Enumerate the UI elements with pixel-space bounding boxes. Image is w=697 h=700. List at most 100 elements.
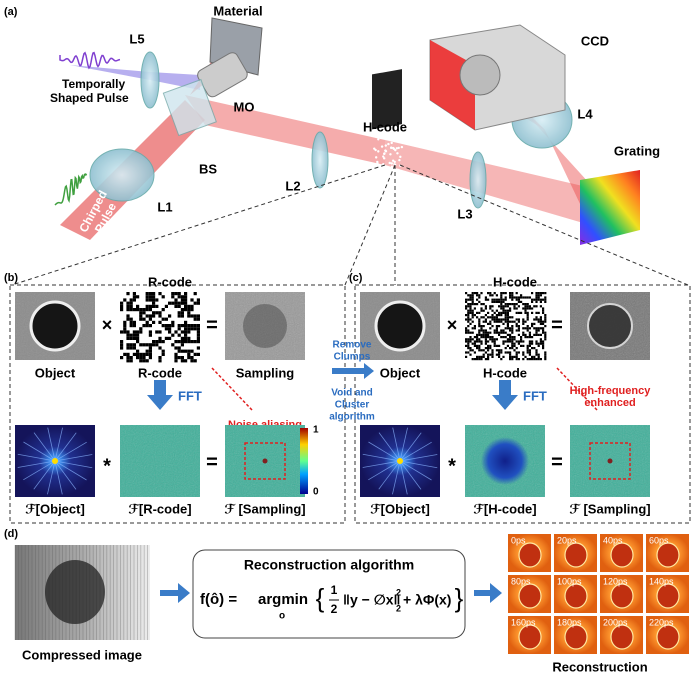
code-cell: [489, 322, 492, 325]
code-cell: [471, 303, 474, 306]
code-cell: [495, 327, 498, 330]
code-cell: [469, 338, 472, 341]
code-cell: [473, 336, 476, 339]
code-cell: [537, 296, 540, 299]
code-cell: [526, 336, 529, 339]
label: Object: [35, 365, 76, 380]
code-cell: [522, 296, 525, 299]
code-cell: [126, 314, 130, 318]
code-cell: [502, 336, 505, 339]
code-cell: [465, 314, 468, 317]
label: Cluster: [335, 400, 370, 411]
mask-dot: [390, 165, 394, 168]
code-cell: [524, 311, 527, 314]
code-cell: [506, 320, 509, 323]
code-cell: [476, 344, 479, 347]
code-cell: [489, 336, 492, 339]
code-cell: [171, 320, 175, 324]
code-cell: [487, 311, 490, 314]
code-cell: [480, 309, 483, 312]
code-cell: [467, 318, 470, 321]
label: L2: [285, 178, 300, 193]
code-cell: [152, 320, 156, 324]
code-cell: [515, 311, 518, 314]
code-cell: [544, 320, 547, 323]
code-cell: [511, 320, 514, 323]
beam: [185, 95, 385, 165]
code-cell: [478, 331, 481, 334]
beam-splitter: [162, 78, 217, 137]
code-cell: [158, 356, 162, 360]
code-cell: [517, 340, 520, 343]
label: 20ps: [557, 535, 577, 545]
code-cell: [515, 303, 518, 306]
code-cell: [471, 331, 474, 334]
mask-dot: [391, 168, 395, 172]
code-cell: [517, 300, 520, 303]
code-cell: [511, 292, 514, 295]
code-cell: [465, 355, 468, 358]
label: R-code: [138, 365, 182, 380]
code-cell: [495, 314, 498, 317]
code-cell: [132, 343, 136, 347]
code-cell: [184, 340, 188, 344]
void: [374, 300, 426, 352]
mask-dot: [386, 171, 390, 175]
label: 140ps: [649, 576, 674, 586]
code-cell: [491, 355, 494, 358]
code-cell: [177, 292, 181, 296]
code-cell: [476, 336, 479, 339]
code-cell: [471, 327, 474, 330]
frame-void: [656, 542, 680, 568]
code-cell: [493, 300, 496, 303]
code-cell: [187, 327, 191, 331]
code-cell: [471, 358, 474, 361]
code-cell: [495, 309, 498, 312]
code-cell: [544, 325, 547, 328]
code-cell: [174, 352, 178, 356]
code-cell: [513, 305, 516, 308]
code-cell: [522, 307, 525, 310]
code-cell: [196, 314, 200, 318]
mask-dot: [372, 184, 376, 187]
code-cell: [535, 340, 538, 343]
code-cell: [187, 352, 191, 356]
code-cell: [500, 329, 503, 332]
label: *: [448, 455, 456, 477]
code-cell: [544, 358, 547, 361]
code-cell: [509, 333, 512, 336]
code-cell: [493, 340, 496, 343]
code-cell: [511, 344, 514, 347]
code-cell: [535, 331, 538, 334]
label: 220ps: [649, 617, 674, 627]
code-cell: [522, 358, 525, 361]
code-cell: [471, 314, 474, 317]
code-cell: [482, 333, 485, 336]
code-cell: [531, 300, 534, 303]
code-cell: [145, 343, 149, 347]
code-cell: [190, 327, 194, 331]
code-cell: [515, 307, 518, 310]
code-cell: [184, 336, 188, 340]
lens: [311, 131, 329, 189]
mask-dot: [396, 168, 400, 172]
code-cell: [504, 309, 507, 312]
code-cell: [465, 329, 468, 332]
code-cell: [152, 298, 156, 302]
code-cell: [493, 298, 496, 301]
code-cell: [484, 342, 487, 345]
code-cell: [537, 292, 540, 295]
code-cell: [502, 355, 505, 358]
code-cell: [537, 294, 540, 297]
code-cell: [177, 324, 181, 328]
code-cell: [484, 331, 487, 334]
code-cell: [495, 318, 498, 321]
code-cell: [177, 349, 181, 353]
mask-dot: [384, 144, 388, 147]
code-cell: [539, 338, 542, 341]
pulse: [54, 173, 88, 206]
label: MO: [234, 99, 255, 114]
code-cell: [491, 349, 494, 352]
code-cell: [126, 301, 130, 305]
code-cell: [524, 296, 527, 299]
